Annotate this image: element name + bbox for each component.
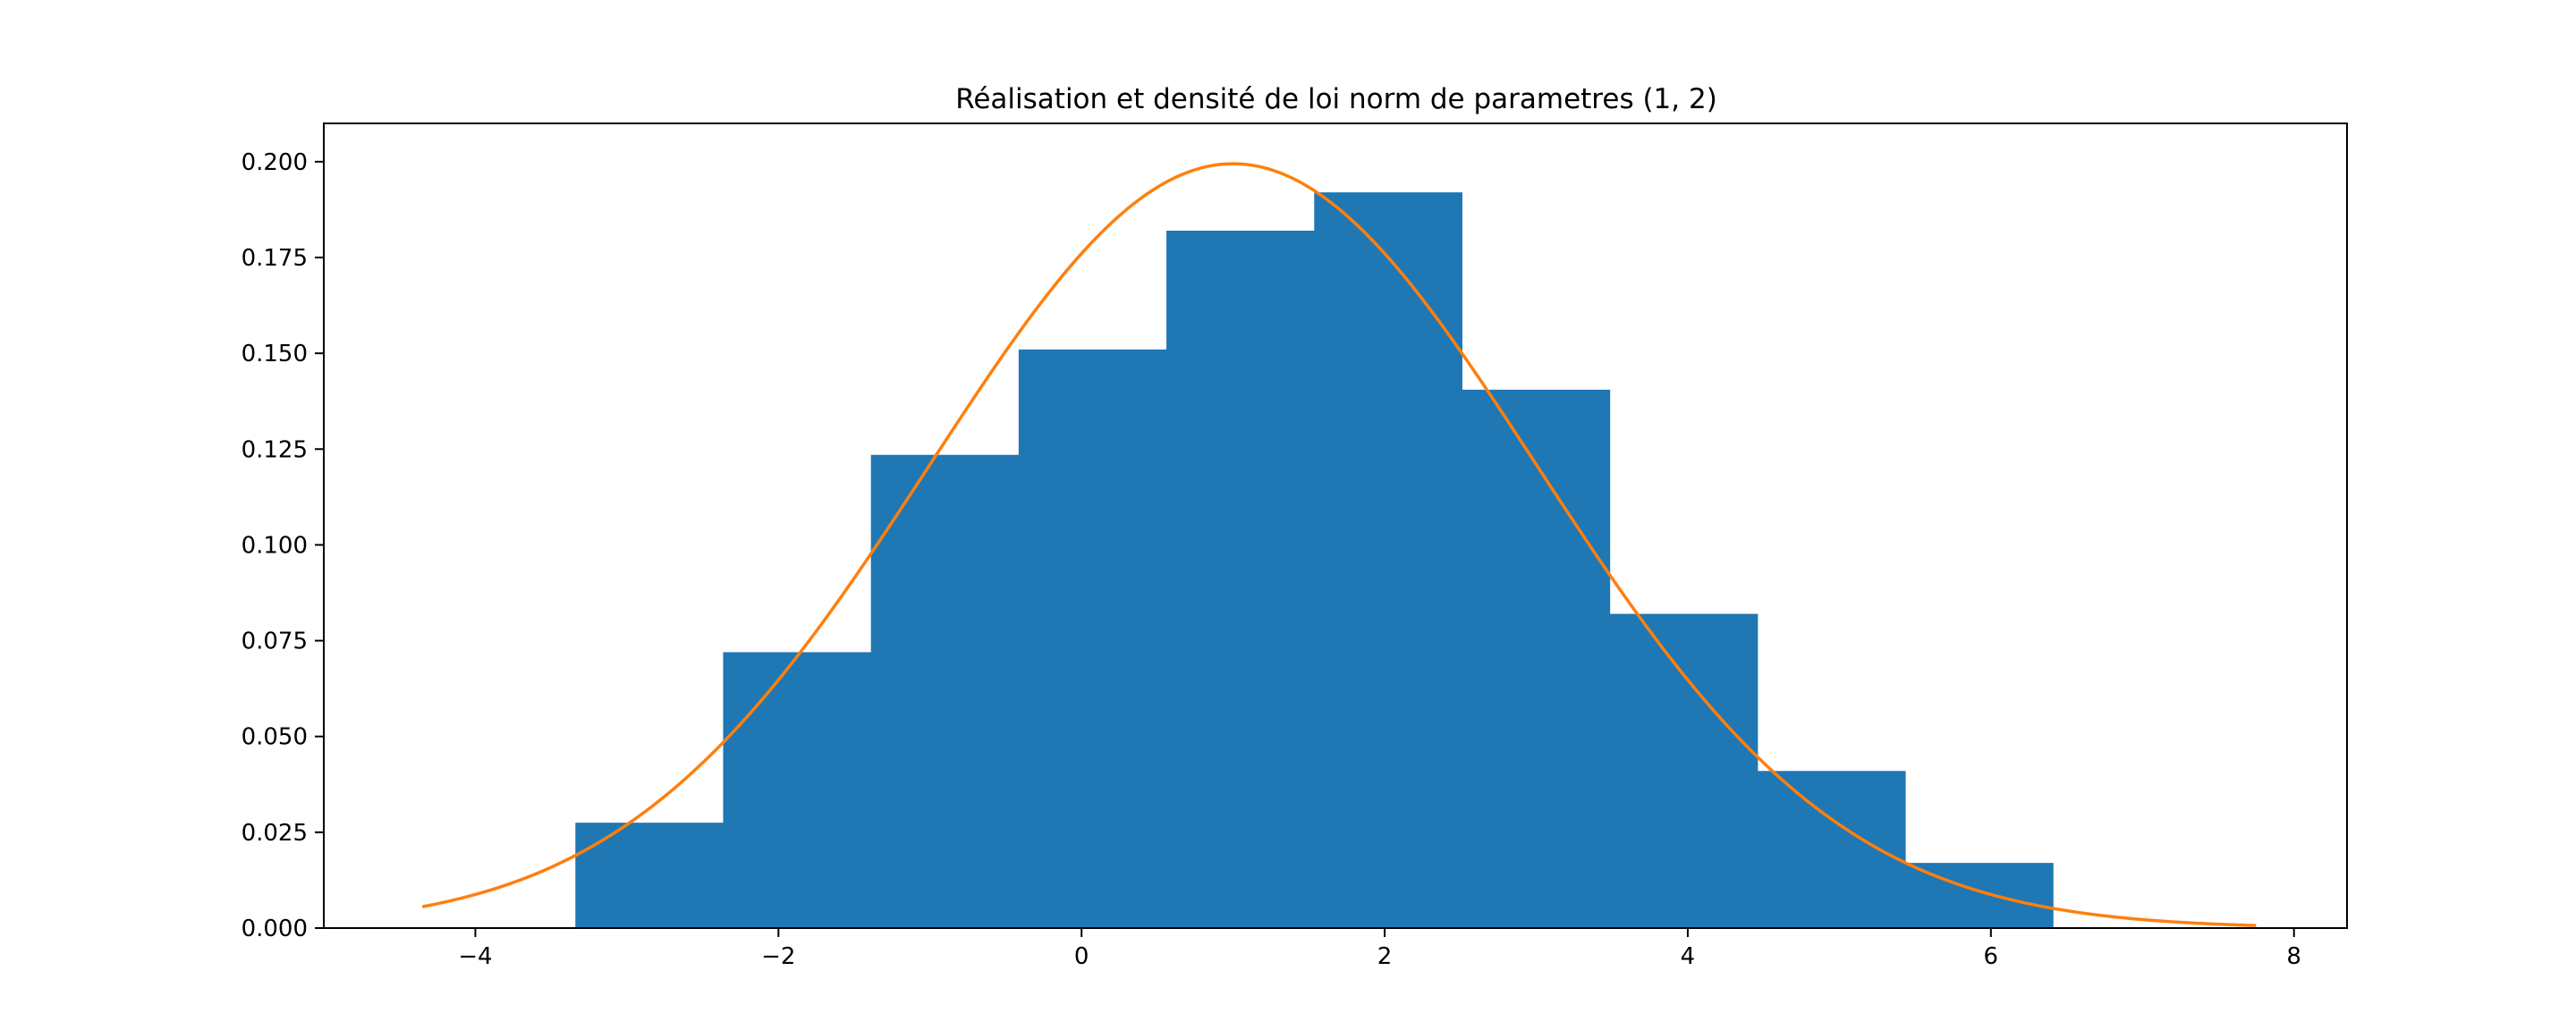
x-tick-label: 0 xyxy=(1074,943,1089,970)
y-tick-label: 0.200 xyxy=(242,149,308,176)
x-tick-label: 8 xyxy=(2286,943,2301,970)
x-tick-label: −4 xyxy=(458,943,492,970)
histogram-bar xyxy=(1609,613,1758,928)
histogram-bar xyxy=(1166,231,1315,928)
histogram-bars xyxy=(575,192,2054,929)
y-tick-label: 0.100 xyxy=(242,532,308,559)
x-tick-label: −2 xyxy=(761,943,795,970)
x-tick-label: 6 xyxy=(1984,943,1999,970)
histogram-bar xyxy=(1314,192,1462,929)
histogram-bar xyxy=(1462,389,1611,928)
y-axis: 0.000 0.025 0.050 0.075 0.100 0.125 0.150 0.175… xyxy=(242,149,324,942)
histogram-bar xyxy=(575,823,724,928)
x-tick-label: 4 xyxy=(1681,943,1696,970)
histogram-bar xyxy=(870,454,1020,928)
histogram-bar xyxy=(1757,771,1906,928)
y-tick-label: 0.050 xyxy=(242,724,308,751)
y-tick-label: 0.125 xyxy=(242,436,308,463)
histogram-bar xyxy=(723,652,872,928)
y-tick-label: 0.000 xyxy=(242,916,308,942)
x-tick-label: 2 xyxy=(1377,943,1393,970)
y-tick-label: 0.175 xyxy=(242,245,308,272)
y-tick-label: 0.150 xyxy=(242,341,308,367)
y-tick-label: 0.025 xyxy=(242,820,308,847)
x-axis: −4 −2 0 2 4 6 8 xyxy=(458,928,2301,970)
plot-frame xyxy=(323,122,2348,929)
chart-title: Réalisation et densité de loi norm de pa… xyxy=(955,83,1717,115)
histogram-bar xyxy=(1018,349,1167,928)
density-curve xyxy=(421,162,2257,927)
y-tick-label: 0.075 xyxy=(242,629,308,655)
